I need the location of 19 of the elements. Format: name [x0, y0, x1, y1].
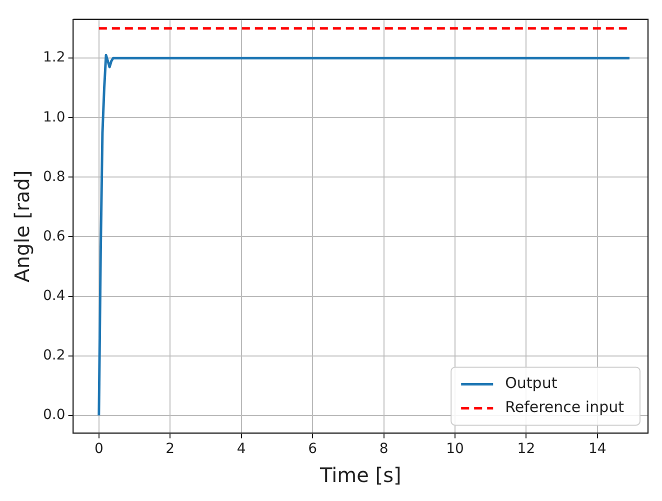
- x-tick-label: 8: [379, 441, 388, 458]
- x-tick-label: 4: [236, 441, 246, 458]
- y-tick-label: 0.8: [43, 168, 66, 185]
- y-tick-label: 0.6: [43, 228, 66, 244]
- x-tick-label: 12: [517, 441, 536, 458]
- y-axis-title: Angle [rad]: [10, 170, 34, 282]
- y-tick-label: 0.4: [43, 288, 66, 304]
- y-tick-label: 0.2: [43, 347, 66, 364]
- legend-label: Reference input: [505, 398, 624, 416]
- x-tick-label: 0: [94, 441, 104, 458]
- x-tick-label: 10: [446, 441, 464, 458]
- y-tick-label: 1.2: [43, 50, 66, 66]
- x-tick-label: 14: [588, 441, 606, 458]
- x-tick-label: 6: [308, 441, 318, 458]
- x-tick-label: 2: [166, 441, 175, 458]
- y-tick-label: 0.0: [43, 406, 66, 423]
- y-tick-label: 1.0: [43, 109, 66, 126]
- legend-label: Output: [505, 374, 558, 392]
- x-axis-title: Time [s]: [318, 463, 402, 488]
